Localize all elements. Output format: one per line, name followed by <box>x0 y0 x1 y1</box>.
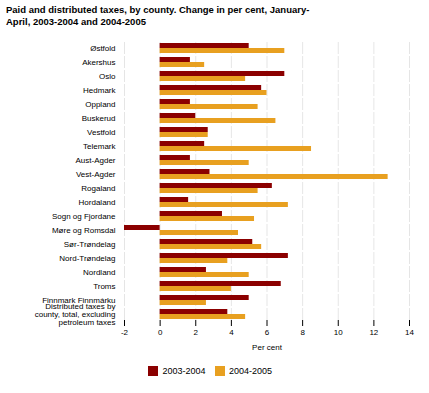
svg-text:6: 6 <box>265 328 270 337</box>
svg-text:2: 2 <box>194 328 199 337</box>
svg-text:Sør-Trøndelag: Sør-Trøndelag <box>64 240 116 249</box>
svg-text:Aust-Agder: Aust-Agder <box>75 156 115 165</box>
html-text:2003-2004: 2003-2004 <box>162 366 206 377</box>
svg-text:Distributed taxes bycounty, to: Distributed taxes bycounty, total, exclu… <box>35 302 116 327</box>
svg-text:Akershus: Akershus <box>82 58 115 67</box>
svg-text:10: 10 <box>334 328 343 337</box>
svg-text:Buskerud: Buskerud <box>82 114 116 123</box>
svg-text:Vestfold: Vestfold <box>87 128 115 137</box>
svg-text:Nordland: Nordland <box>83 268 115 277</box>
svg-text:0: 0 <box>158 328 163 337</box>
svg-text:Østfold: Østfold <box>90 44 115 53</box>
svg-text:Finnmark Finnmárku: Finnmark Finnmárku <box>42 295 116 305</box>
html-text:Paid and distributed taxes, by: Paid and distributed taxes, by county. C… <box>6 4 310 28</box>
svg-text:Sogn og Fjordane: Sogn og Fjordane <box>52 212 116 221</box>
svg-text:Oppland: Oppland <box>85 100 115 109</box>
svg-text:4: 4 <box>229 328 234 337</box>
svg-text:Møre og Romsdal: Møre og Romsdal <box>52 226 116 235</box>
svg-text:Nord-Trøndelag: Nord-Trøndelag <box>59 254 115 263</box>
svg-text:-2: -2 <box>121 328 129 337</box>
svg-text:12: 12 <box>369 328 378 337</box>
svg-text:8: 8 <box>300 328 305 337</box>
svg-text:Per cent: Per cent <box>252 342 283 351</box>
svg-text:14: 14 <box>405 328 414 337</box>
svg-text:Vest-Agder: Vest-Agder <box>76 170 116 179</box>
svg-text:Telemark: Telemark <box>83 142 116 151</box>
svg-text:Hordaland: Hordaland <box>79 198 116 207</box>
svg-text:Rogaland: Rogaland <box>81 184 115 193</box>
svg-text:Oslo: Oslo <box>99 72 116 81</box>
svg-text:Hedmark: Hedmark <box>83 86 116 95</box>
svg-text:Troms: Troms <box>93 282 115 291</box>
html-text:2004-2005: 2004-2005 <box>229 366 272 377</box>
